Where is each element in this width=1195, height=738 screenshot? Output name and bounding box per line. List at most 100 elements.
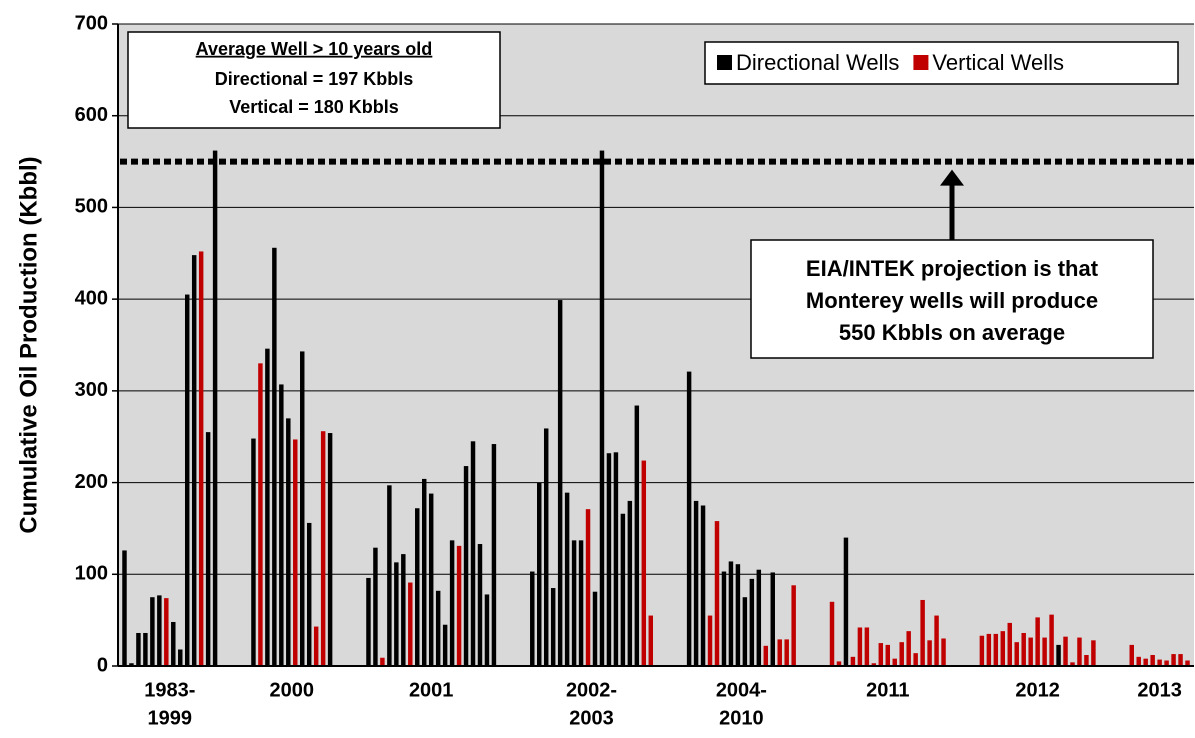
bar bbox=[1056, 644, 1061, 666]
x-group-label: 2004- bbox=[716, 679, 767, 701]
bar bbox=[129, 663, 134, 666]
legend-box bbox=[704, 41, 1179, 85]
bar bbox=[408, 582, 413, 666]
bar bbox=[449, 540, 455, 666]
bar bbox=[205, 432, 211, 666]
bar bbox=[470, 441, 476, 666]
bar bbox=[571, 540, 577, 666]
bar bbox=[756, 569, 762, 666]
info-line: Vertical = 180 Kbbls bbox=[229, 97, 399, 117]
bar bbox=[1150, 654, 1155, 666]
x-group-label: 2000 bbox=[270, 679, 315, 701]
bar bbox=[686, 371, 692, 666]
bar bbox=[136, 632, 141, 666]
bar bbox=[578, 540, 584, 666]
bar bbox=[906, 631, 911, 666]
bar bbox=[941, 638, 946, 666]
bar bbox=[543, 428, 549, 666]
bar bbox=[693, 500, 699, 666]
bar bbox=[293, 439, 298, 666]
bar bbox=[1077, 637, 1082, 666]
bar bbox=[320, 431, 326, 666]
bar bbox=[1035, 617, 1040, 666]
bar bbox=[251, 438, 256, 666]
x-group-label: 2010 bbox=[719, 707, 764, 729]
bar bbox=[770, 572, 775, 666]
info-box bbox=[127, 31, 501, 129]
y-tick-label: 100 bbox=[75, 563, 108, 585]
bar bbox=[150, 597, 155, 666]
bar bbox=[993, 633, 999, 666]
bar bbox=[857, 627, 863, 666]
info-line: Directional = 197 Kbbls bbox=[215, 69, 414, 89]
y-axis-label: Cumulative Oil Production (Kbbl) bbox=[15, 156, 42, 533]
bar bbox=[613, 452, 619, 666]
y-tick-label: 400 bbox=[75, 287, 108, 309]
bar bbox=[871, 663, 877, 666]
bar bbox=[557, 300, 563, 666]
annotation-text: Monterey wells will produce bbox=[806, 288, 1098, 313]
bar bbox=[777, 639, 782, 666]
bar bbox=[463, 466, 469, 666]
bar bbox=[749, 578, 755, 666]
legend-label: Vertical Wells bbox=[932, 50, 1064, 75]
bar bbox=[878, 643, 884, 666]
bar bbox=[191, 255, 197, 666]
x-group-label: 2003 bbox=[569, 707, 614, 729]
bar bbox=[327, 433, 333, 666]
bar bbox=[265, 348, 270, 666]
bar bbox=[1171, 654, 1176, 666]
bar bbox=[634, 405, 640, 666]
bar bbox=[1049, 614, 1054, 666]
bar bbox=[913, 653, 918, 666]
legend-swatch bbox=[717, 55, 732, 70]
bar bbox=[401, 554, 406, 666]
bar bbox=[171, 621, 176, 666]
bar bbox=[184, 294, 190, 666]
bar bbox=[979, 635, 985, 666]
y-tick-label: 500 bbox=[75, 196, 108, 218]
bar bbox=[258, 363, 263, 666]
bar bbox=[286, 418, 291, 666]
bar bbox=[728, 561, 734, 666]
annotation-text: EIA/INTEK projection is that bbox=[806, 256, 1099, 281]
x-group-label: 1983- bbox=[144, 679, 195, 701]
bar bbox=[742, 597, 748, 666]
bar bbox=[1157, 659, 1162, 666]
bar bbox=[1185, 660, 1190, 666]
bar bbox=[279, 384, 284, 666]
x-group-label: 2001 bbox=[409, 679, 454, 701]
bar bbox=[415, 508, 420, 666]
bar bbox=[178, 649, 183, 666]
bar bbox=[421, 478, 427, 666]
x-group-label: 1999 bbox=[148, 707, 193, 729]
y-tick-label: 0 bbox=[97, 654, 108, 676]
bar bbox=[599, 150, 605, 666]
info-title: Average Well > 10 years old bbox=[196, 39, 433, 59]
bar bbox=[763, 645, 769, 666]
bar bbox=[707, 615, 713, 666]
annotation-text: 550 Kbbls on average bbox=[839, 320, 1065, 345]
bar bbox=[484, 594, 490, 666]
bar bbox=[885, 644, 891, 666]
bar bbox=[122, 550, 127, 666]
bar bbox=[735, 564, 741, 666]
legend-label: Directional Wells bbox=[736, 50, 899, 75]
bar bbox=[714, 521, 720, 666]
bar bbox=[564, 492, 570, 666]
x-group-label: 2011 bbox=[866, 679, 909, 701]
bar bbox=[306, 522, 312, 666]
bar bbox=[829, 601, 835, 666]
bar bbox=[366, 577, 371, 666]
bar bbox=[198, 251, 204, 667]
bar bbox=[784, 639, 789, 666]
x-group-label: 2013 bbox=[1137, 679, 1182, 701]
bar bbox=[1028, 637, 1033, 666]
bar bbox=[300, 351, 305, 666]
bar bbox=[864, 627, 870, 666]
bar bbox=[1136, 656, 1141, 666]
bar bbox=[394, 562, 399, 666]
bar bbox=[934, 615, 939, 666]
bar bbox=[1084, 654, 1089, 666]
bar bbox=[428, 493, 434, 666]
